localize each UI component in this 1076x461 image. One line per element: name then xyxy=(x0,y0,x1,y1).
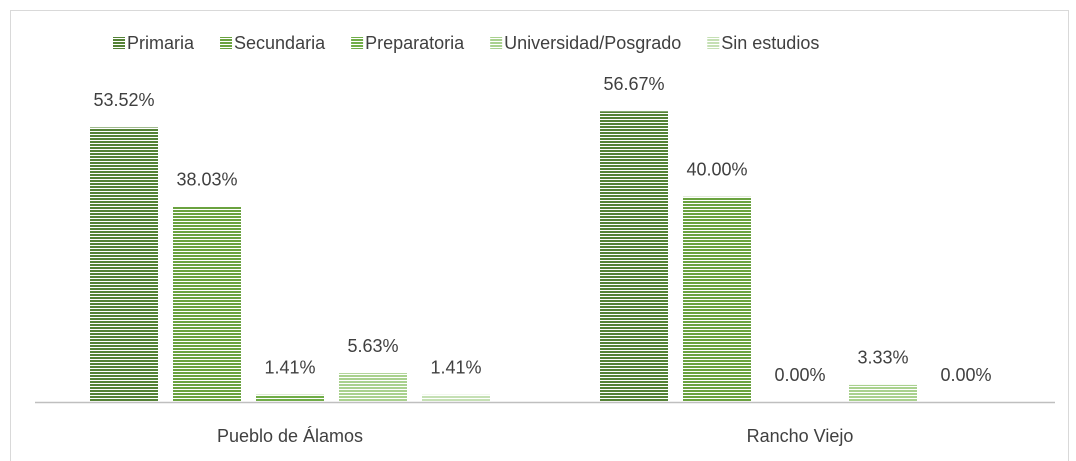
bar xyxy=(256,394,324,402)
legend-label: Preparatoria xyxy=(365,33,465,53)
data-label: 38.03% xyxy=(176,170,237,190)
data-label: 5.63% xyxy=(347,336,398,356)
legend-label: Universidad/Posgrado xyxy=(504,33,681,53)
data-label: 1.41% xyxy=(430,358,481,378)
legend-swatch xyxy=(707,37,720,49)
data-label: 1.41% xyxy=(264,358,315,378)
bar xyxy=(90,127,158,403)
legend-label: Sin estudios xyxy=(721,33,819,53)
data-label: 0.00% xyxy=(940,365,991,385)
chart-border xyxy=(10,10,1069,461)
data-label: 3.33% xyxy=(857,348,908,368)
bar xyxy=(600,111,668,402)
legend-label: Secundaria xyxy=(234,33,326,53)
legend-label: Primaria xyxy=(127,33,195,53)
bar xyxy=(173,206,241,402)
bar xyxy=(683,196,751,402)
data-label: 56.67% xyxy=(603,74,664,94)
legend-swatch xyxy=(351,37,364,49)
bar xyxy=(422,394,490,402)
x-tick-label: Rancho Viejo xyxy=(747,426,854,446)
legend-swatch xyxy=(113,37,125,49)
bar xyxy=(339,373,407,402)
x-tick-label: Pueblo de Álamos xyxy=(217,426,363,446)
data-label: 40.00% xyxy=(686,160,747,180)
data-label: 53.52% xyxy=(93,90,154,110)
legend-swatch xyxy=(490,37,503,49)
legend-swatch xyxy=(220,37,233,49)
bar xyxy=(849,384,917,402)
data-label: 0.00% xyxy=(774,365,825,385)
